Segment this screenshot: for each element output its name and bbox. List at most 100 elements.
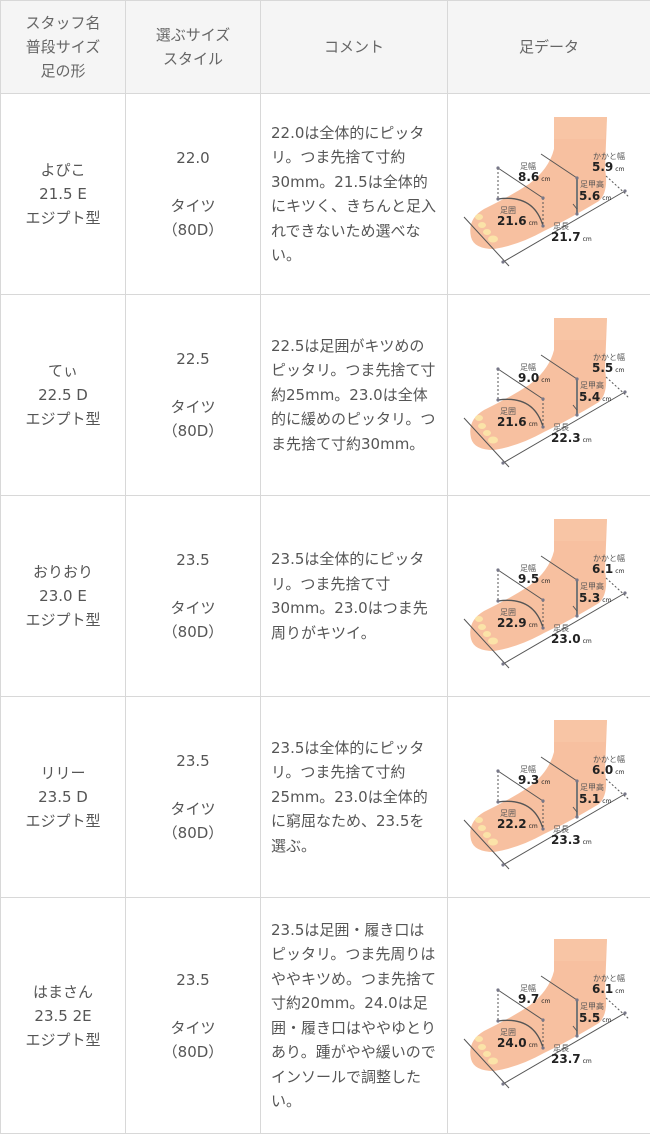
label-instep: 足甲高 (580, 180, 604, 189)
header-staff: スタッフ名普段サイズ足の形 (1, 1, 126, 94)
style: タイツ (126, 1016, 260, 1040)
usual-size: 23.5 D (1, 785, 125, 809)
size-cell: 23.5 タイツ（80D） (126, 898, 261, 1134)
style-denier: （80D） (126, 1040, 260, 1064)
header-size: 選ぶサイズスタイル (126, 1, 261, 94)
staff-name: おりおり (1, 560, 125, 584)
comment-cell: 23.5は足囲・履き口はピッタリ。つま先周りはややキツめ。つま先捨て寸約20mm… (261, 898, 448, 1134)
foot-shape: エジプト型 (1, 809, 125, 833)
size-cell: 22.5 タイツ（80D） (126, 295, 261, 496)
size-cell: 22.0 タイツ（80D） (126, 94, 261, 295)
style-denier: （80D） (126, 821, 260, 845)
header-comment: コメント (261, 1, 448, 94)
staff-name: はまさん (1, 980, 125, 1004)
usual-size: 23.5 2E (1, 1004, 125, 1028)
style: タイツ (126, 596, 260, 620)
foot-shape: エジプト型 (1, 206, 125, 230)
chosen-size: 23.5 (126, 548, 260, 572)
table-header: スタッフ名普段サイズ足の形 選ぶサイズスタイル コメント 足データ (1, 1, 650, 94)
foot-illustration (449, 931, 649, 1101)
label-instep: 足甲高 (580, 582, 604, 591)
foot-illustration (449, 109, 649, 279)
style-denier: （80D） (126, 419, 260, 443)
foot-shape: エジプト型 (1, 608, 125, 632)
label-instep: 足甲高 (580, 381, 604, 390)
foot-shape: エジプト型 (1, 407, 125, 431)
comment-cell: 23.5は全体的にピッタリ。つま先捨て寸約25mm。23.0は全体的に窮屈なため… (261, 697, 448, 898)
staff-name: よぴこ (1, 158, 125, 182)
chosen-size: 22.0 (126, 146, 260, 170)
label-instep: 足甲高 (580, 783, 604, 792)
style-denier: （80D） (126, 218, 260, 242)
style: タイツ (126, 395, 260, 419)
usual-size: 22.5 D (1, 383, 125, 407)
size-cell: 23.5 タイツ（80D） (126, 697, 261, 898)
staff-name: リリー (1, 761, 125, 785)
comment-cell: 23.5は全体的にピッタリ。つま先捨て寸30mm。23.0はつま先周りがキツイ。 (261, 496, 448, 697)
style: タイツ (126, 797, 260, 821)
chosen-size: 23.5 (126, 968, 260, 992)
header-foot-data: 足データ (448, 1, 650, 94)
foot-illustration (449, 310, 649, 480)
style-denier: （80D） (126, 620, 260, 644)
comment-cell: 22.0は全体的にピッタリ。つま先捨て寸約30mm。21.5は全体的にキツく、き… (261, 94, 448, 295)
staff-name: てぃ (1, 359, 125, 383)
usual-size: 21.5 E (1, 182, 125, 206)
label-instep: 足甲高 (580, 1002, 604, 1011)
usual-size: 23.0 E (1, 584, 125, 608)
foot-illustration (449, 712, 649, 882)
style: タイツ (126, 194, 260, 218)
chosen-size: 23.5 (126, 749, 260, 773)
chosen-size: 22.5 (126, 347, 260, 371)
foot-illustration (449, 511, 649, 681)
comment-cell: 22.5は足囲がキツめのピッタリ。つま先捨て寸約25mm。23.0は全体的に緩め… (261, 295, 448, 496)
size-cell: 23.5 タイツ（80D） (126, 496, 261, 697)
